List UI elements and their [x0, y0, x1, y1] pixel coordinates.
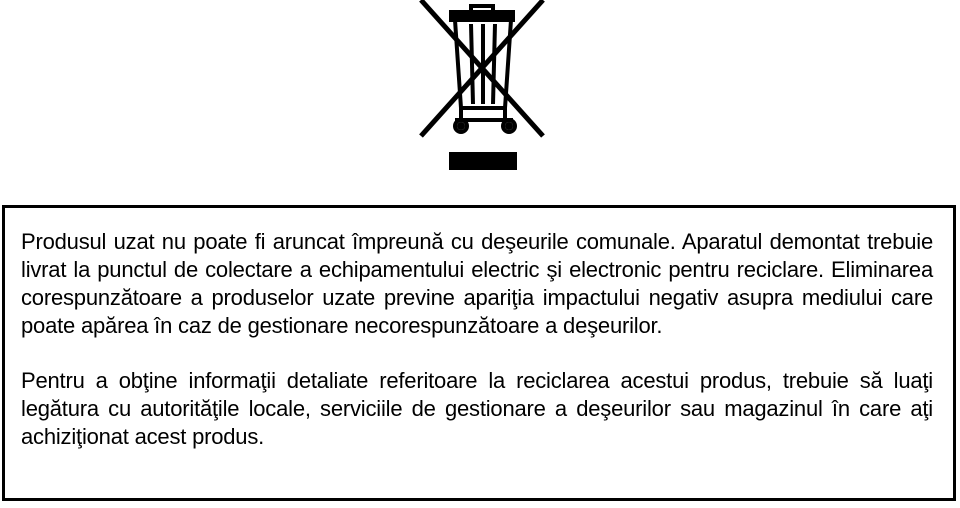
weee-crossed-bin-icon	[393, 0, 568, 175]
disposal-paragraph-2: Pentru a obţine informaţii detaliate ref…	[21, 367, 933, 451]
disposal-notice-box: Produsul uzat nu poate fi aruncat împreu…	[2, 205, 956, 501]
disposal-paragraph-1: Produsul uzat nu poate fi aruncat împreu…	[21, 228, 933, 341]
